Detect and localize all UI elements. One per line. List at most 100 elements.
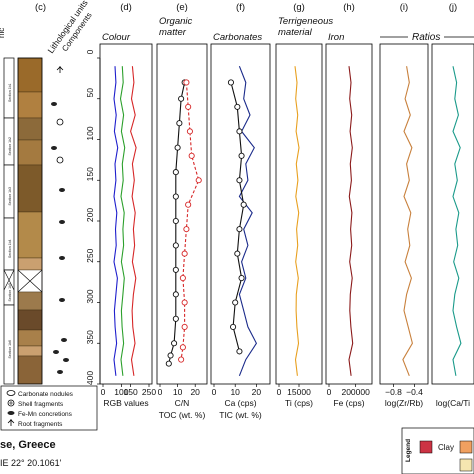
data-point bbox=[186, 128, 193, 135]
x-tick-label: 200000 bbox=[341, 387, 370, 397]
x-axis-label: Ti (cps) bbox=[285, 398, 313, 408]
component-symbol bbox=[57, 370, 63, 374]
lith-block bbox=[17, 309, 43, 331]
lith-block bbox=[17, 257, 43, 271]
x-tick-label: 0 bbox=[327, 387, 332, 397]
shell-fragments-icon bbox=[7, 399, 15, 407]
x-tick-label: 100 bbox=[114, 387, 128, 397]
component-symbol bbox=[59, 298, 65, 302]
panel-letter: (g) bbox=[293, 2, 305, 13]
series-line bbox=[113, 66, 119, 376]
x-tick-label: 20 bbox=[190, 387, 200, 397]
series-line bbox=[238, 65, 258, 377]
series-line bbox=[168, 82, 186, 364]
lith-block bbox=[17, 91, 43, 119]
data-point bbox=[167, 352, 174, 359]
section-label: Section 1b3 bbox=[8, 187, 12, 206]
data-point bbox=[179, 344, 186, 351]
components-legend-box bbox=[0, 385, 98, 431]
data-point bbox=[181, 323, 188, 331]
series-line bbox=[294, 66, 300, 376]
data-point bbox=[178, 95, 185, 102]
component-symbol bbox=[51, 102, 57, 106]
x-axis-label: Fe (cps) bbox=[333, 398, 364, 408]
depth-tick-label: 350 bbox=[85, 330, 95, 344]
component-symbol bbox=[56, 66, 64, 73]
x-tick-label: −0.8 bbox=[385, 387, 402, 397]
section-box bbox=[3, 304, 15, 385]
data-point bbox=[179, 274, 186, 282]
depth-tick-label: 300 bbox=[85, 289, 95, 303]
data-point bbox=[183, 226, 190, 233]
series-line bbox=[130, 66, 137, 376]
x-tick-label: 250 bbox=[142, 387, 156, 397]
legend-swatch-clay bbox=[459, 440, 473, 454]
data-point bbox=[227, 79, 235, 86]
data-point bbox=[176, 120, 183, 127]
data-point bbox=[236, 226, 243, 233]
lithology-column bbox=[17, 57, 43, 385]
series-line bbox=[230, 82, 245, 352]
legend-swatch-1 bbox=[419, 440, 433, 454]
x-tick-label: 150 bbox=[124, 387, 138, 397]
x-tick-label: 10 bbox=[173, 387, 183, 397]
lith-block bbox=[17, 164, 43, 213]
panel-frame bbox=[431, 43, 474, 385]
panel-title: Iron bbox=[328, 32, 344, 43]
data-point bbox=[178, 356, 185, 363]
depth-tick-label: 50 bbox=[85, 88, 95, 98]
data-point bbox=[172, 217, 179, 225]
component-symbol bbox=[61, 338, 67, 342]
panel-frame bbox=[210, 43, 271, 385]
legend-fe-mn: Fe-Mn concretions bbox=[18, 411, 73, 418]
panel-frame bbox=[325, 43, 373, 385]
x-axis-label: C/N bbox=[175, 398, 190, 408]
panel-title: Organic bbox=[159, 16, 193, 27]
data-point bbox=[238, 152, 245, 159]
component-symbol bbox=[59, 256, 65, 260]
depth-tick-label: 100 bbox=[85, 126, 95, 140]
lith-frame bbox=[17, 57, 43, 385]
legend-root-fragments: Root fragments bbox=[18, 421, 63, 428]
x-axis-label: Ca (cps) bbox=[224, 398, 256, 408]
section-label: Section 1b1 bbox=[8, 83, 12, 102]
depth-tick-label: 150 bbox=[85, 167, 95, 181]
x-tick-label: 20 bbox=[252, 387, 262, 397]
section-label: Section 1b6 bbox=[8, 340, 12, 359]
panel-title: Terrigeneous bbox=[278, 16, 333, 27]
panel-letter: (i) bbox=[400, 2, 408, 13]
x-axis-label: log(Zr/Rb) bbox=[385, 398, 423, 408]
data-point bbox=[172, 315, 179, 322]
data-point bbox=[181, 299, 188, 306]
panel-title: Colour bbox=[102, 32, 131, 43]
x-tick-label: 0 bbox=[101, 387, 106, 397]
data-point bbox=[238, 274, 245, 282]
depth-tick-label: 400 bbox=[85, 371, 95, 385]
data-point bbox=[172, 193, 179, 200]
legend-swatch-3 bbox=[459, 458, 473, 472]
section-label: Section 1b5 bbox=[8, 283, 12, 302]
x-tick-label: 15000 bbox=[287, 387, 311, 397]
series-line bbox=[119, 66, 126, 376]
x-tick-label: 10 bbox=[230, 387, 240, 397]
components-legend: Carbonate nodules Shell fragments Fe-Mn … bbox=[0, 385, 98, 431]
lith-block bbox=[17, 329, 43, 347]
component-symbol bbox=[56, 118, 64, 126]
lithology-legend: Legend Clay bbox=[401, 427, 474, 474]
section-cross bbox=[3, 269, 15, 291]
data-point bbox=[230, 323, 237, 331]
fe-mn-icon bbox=[7, 411, 15, 415]
panel-frame bbox=[156, 43, 208, 385]
panel-title: matter bbox=[159, 27, 187, 38]
data-point bbox=[181, 250, 188, 257]
component-symbol bbox=[59, 220, 65, 224]
data-point bbox=[185, 103, 192, 110]
legend-clay-label: Clay bbox=[438, 443, 454, 452]
lith-block bbox=[17, 291, 43, 311]
depth-tick-label: 0 bbox=[85, 49, 95, 54]
x-axis-label: log(Ca/Ti bbox=[436, 398, 470, 408]
data-point bbox=[195, 177, 202, 184]
